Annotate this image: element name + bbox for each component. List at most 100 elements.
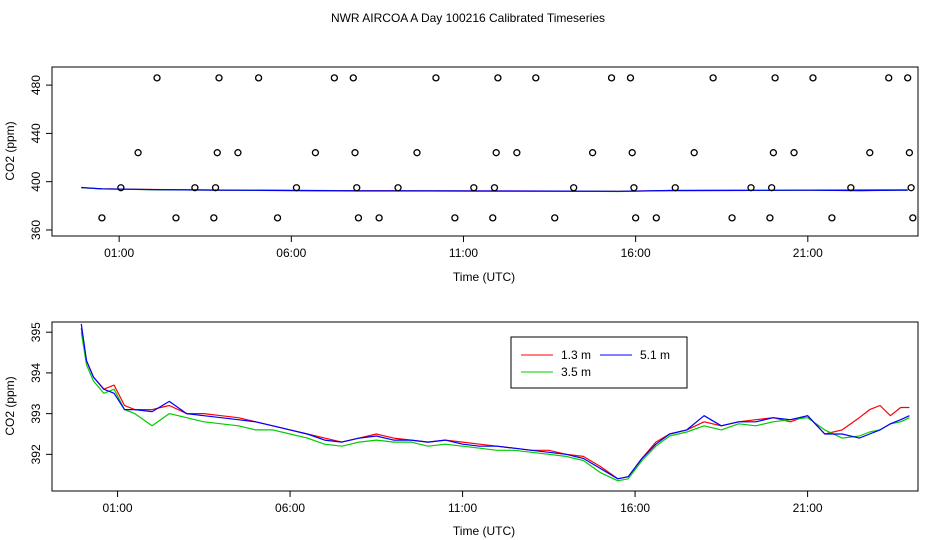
calibration-point [847,184,855,192]
calibration-point [470,184,478,192]
plot-frame [51,321,919,492]
series-line-0 [80,328,910,480]
series-group [81,186,908,193]
y-axis-label: CO2 (ppm) [3,376,17,435]
calibration-point [215,74,223,82]
calibration-point [607,74,616,82]
calibration-point [532,74,540,82]
x-axis: 01:00 06:00 11:00 16:00 21:00 [104,236,823,260]
y-tick-label: 395 [29,322,43,342]
calibration-point [394,184,402,192]
x-tick-label: 06:00 [275,501,305,515]
legend-label-3-5m: 3.5 m [561,365,591,379]
calibration-point [671,184,679,192]
calibration-point [690,149,698,157]
calibration-point [292,184,301,192]
calibration-point [494,74,502,82]
calibration-point [254,74,263,82]
series-line-2 [81,186,908,192]
calibration-point [828,214,836,222]
calibration-point [766,214,774,222]
y-tick-label: 360 [29,220,43,240]
calibration-point [709,74,717,82]
calibration-point [98,214,106,222]
calibration-point [210,214,218,222]
y-axis: 392 393 394 395 [29,322,52,464]
y-tick-label: 394 [29,363,43,383]
y-tick-label: 393 [29,403,43,423]
calibration-panel: 360 400 440 480 01:00 06:00 11:00 16:00 21:00 T… [3,66,919,284]
calibration-point [747,184,755,192]
x-axis: 01:00 06:00 11:00 16:00 21:00 [103,491,823,515]
x-tick-label: 11:00 [449,246,478,260]
plot-frame [51,66,919,237]
calibration-point [631,214,640,222]
calibration-point [728,214,736,222]
calibration-point [191,184,199,192]
x-tick-label: 21:00 [793,246,823,260]
calibration-point [311,149,320,157]
calibration-point [153,74,161,82]
calibration-point [904,74,912,82]
calibration-point [630,184,638,192]
x-tick-label: 01:00 [104,246,134,260]
x-tick-label: 11:00 [448,501,477,515]
co2-timeseries-panel: 392 393 394 395 01:00 06:00 11:00 16:00 21:00 T… [3,321,919,538]
calibration-point [451,214,459,222]
series-group [80,323,910,482]
calibration-point [375,214,383,222]
calibration-point [909,214,917,222]
calibration-point [626,74,635,82]
calibration-point [489,214,497,222]
y-tick-label: 392 [29,444,43,464]
calibration-point [769,149,778,157]
calibration-point [349,74,357,82]
calibration-point [354,214,363,222]
calibration-point [432,74,440,82]
calibration-point [905,149,914,157]
series-line-2 [80,323,910,480]
calibration-point [513,149,521,157]
calibration-point [628,149,636,157]
y-tick-label: 400 [29,171,43,191]
series-line-1 [80,332,910,482]
x-tick-label: 21:00 [793,501,823,515]
calibration-point [490,184,499,192]
calibration-point [117,184,125,192]
legend: 1.3 m 3.5 m 5.1 m [510,336,688,389]
calibration-point [866,149,874,157]
calibration-point [492,149,500,157]
calibration-point [809,74,817,82]
y-axis-label: CO2 (ppm) [3,121,17,180]
x-tick-label: 06:00 [276,246,306,260]
calibration-point [652,214,660,222]
calibration-point [134,149,142,157]
calibration-point [771,74,779,82]
x-tick-label: 16:00 [620,501,650,515]
legend-label-1-3m: 1.3 m [561,348,591,362]
legend-label-5-1m: 5.1 m [640,348,670,362]
calibration-point [330,74,339,82]
calibration-point [213,149,221,157]
y-axis: 360 400 440 480 [29,75,52,240]
calibration-point [768,184,776,192]
calibration-point [353,184,361,192]
calibration-point [885,74,893,82]
y-tick-label: 440 [29,123,43,143]
figure-title: NWR AIRCOA A Day 100216 Calibrated Times… [331,11,605,25]
x-tick-label: 01:00 [103,501,133,515]
x-axis-label: Time (UTC) [453,270,515,284]
calibration-point [211,184,220,192]
calibration-point [570,184,578,192]
calibration-points [98,74,917,222]
calibration-point [588,149,597,157]
y-tick-label: 480 [29,75,43,95]
calibration-point [551,214,559,222]
calibration-point [172,214,180,222]
x-tick-label: 16:00 [621,246,651,260]
x-axis-label: Time (UTC) [453,524,515,538]
calibration-point [351,149,359,157]
legend-box [510,336,688,389]
calibration-point [234,149,242,157]
